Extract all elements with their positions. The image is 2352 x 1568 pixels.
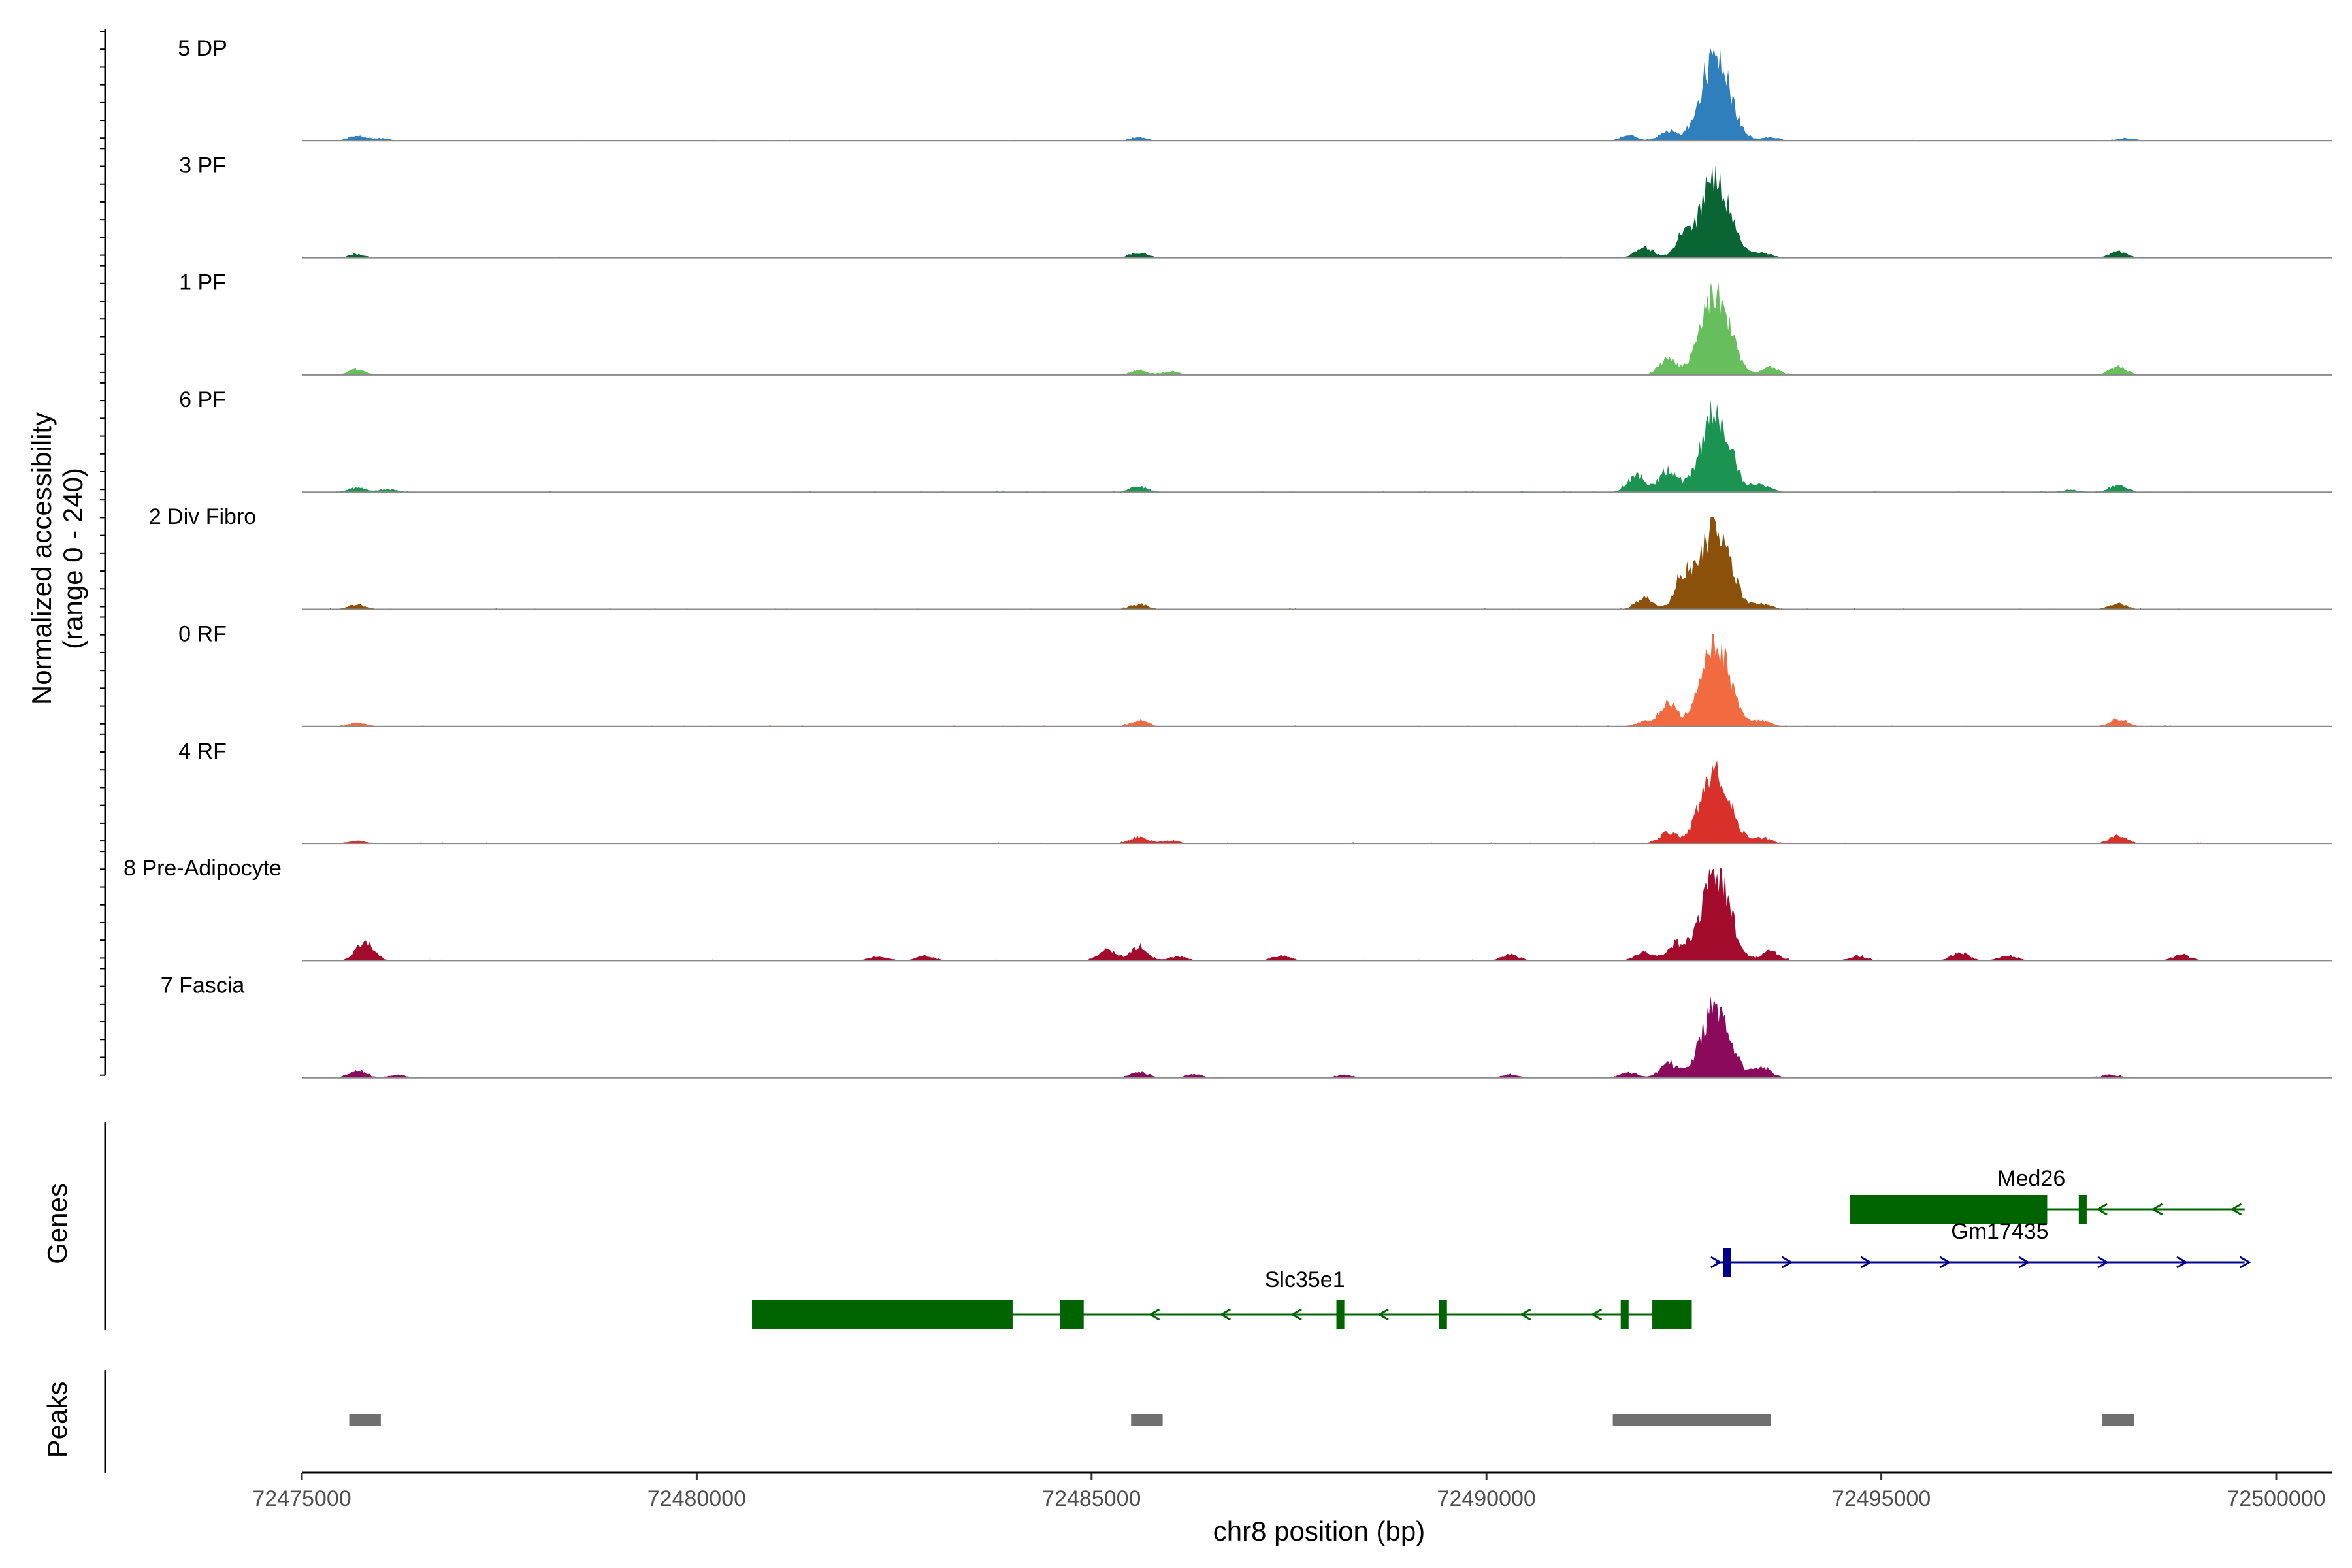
- gene-exon: [1060, 1300, 1084, 1329]
- gene-exon: [752, 1300, 1013, 1329]
- gene-label: Slc35e1: [1265, 1267, 1345, 1292]
- track-label: 5 DP: [178, 36, 227, 61]
- gene-exon: [1652, 1300, 1692, 1329]
- strand-arrow: [1219, 1308, 1232, 1321]
- strand-arrow: [2096, 1203, 2108, 1216]
- strand-arrow: [1519, 1308, 1531, 1321]
- left-axis: [100, 29, 106, 1076]
- x-tick-label: 72500000: [2227, 1486, 2325, 1511]
- y-axis-range: (range 0 - 240): [57, 468, 88, 649]
- strand-arrow: [1860, 1256, 1872, 1269]
- coverage-area: [302, 399, 2245, 493]
- track-label: 8 Pre-Adipocyte: [123, 856, 282, 881]
- strand-arrow: [1710, 1256, 1722, 1269]
- peak-region: [2102, 1414, 2134, 1426]
- coverage-area: [302, 517, 2245, 610]
- coverage-area: [302, 868, 2245, 961]
- peaks-panel: [104, 1370, 2134, 1473]
- gene-exon: [1336, 1300, 1345, 1329]
- coverage-area: [302, 996, 2245, 1078]
- track-6-pf: 6 PF: [179, 387, 2332, 493]
- strand-arrow: [1290, 1308, 1302, 1321]
- track-label: 2 Div Fibro: [149, 504, 256, 529]
- x-tick-label: 72475000: [252, 1486, 351, 1511]
- gene-gm17435: Gm17435: [1710, 1219, 2251, 1277]
- track-4-rf: 4 RF: [178, 739, 2332, 845]
- peaks-title: Peaks: [42, 1382, 73, 1458]
- x-tick-label: 72490000: [1437, 1486, 1536, 1511]
- coverage-tracks: 5 DP 3 PF 1 PF 6 PF 2 Div Fibro 0 RF 4 RF 8 Pre…: [123, 36, 2332, 1079]
- strand-arrow: [1939, 1256, 1952, 1269]
- track-label: 3 PF: [179, 153, 226, 178]
- strand-arrow: [2176, 1256, 2188, 1269]
- track-label: 7 Fascia: [161, 973, 245, 998]
- strand-arrow: [1781, 1256, 1793, 1269]
- gene-label: Med26: [1997, 1166, 2065, 1191]
- coverage-area: [302, 634, 2245, 727]
- strand-arrow: [1148, 1308, 1160, 1321]
- gene-exon: [1620, 1300, 1629, 1329]
- gene-slc35e1: Slc35e1: [752, 1267, 1692, 1329]
- gene-med26: Med26: [1850, 1166, 2245, 1224]
- gene-exon: [2078, 1195, 2087, 1224]
- y-axis-title: Normalized accessibility: [26, 412, 57, 705]
- track-5-dp: 5 DP: [178, 36, 2332, 142]
- track-label: 0 RF: [178, 622, 227, 647]
- coverage-area: [302, 282, 2245, 375]
- track-0-rf: 0 RF: [178, 622, 2332, 727]
- x-tick-label: 72485000: [1042, 1486, 1141, 1511]
- x-tick-label: 72495000: [1832, 1486, 1931, 1511]
- x-tick-label: 72480000: [647, 1486, 746, 1511]
- strand-arrow: [2230, 1203, 2242, 1216]
- strand-arrow: [1377, 1308, 1389, 1321]
- track-7-fascia: 7 Fascia: [161, 973, 2332, 1079]
- peak-region: [349, 1414, 381, 1426]
- track-label: 1 PF: [179, 270, 226, 295]
- gene-exon: [1439, 1300, 1447, 1329]
- strand-arrow: [1590, 1308, 1603, 1321]
- x-axis: 72475000 72480000 72485000 72490000 72495000…: [252, 1471, 2332, 1511]
- gene-exon: [1723, 1248, 1731, 1277]
- track-label: 4 RF: [178, 739, 227, 764]
- x-axis-title: chr8 position (bp): [1213, 1516, 1426, 1546]
- peak-region: [1131, 1414, 1163, 1426]
- strand-arrow: [2018, 1256, 2031, 1269]
- genes-panel: Slc35e1 Med26 Gm17435: [104, 1122, 2251, 1330]
- coverage-area: [302, 165, 2245, 258]
- coverage-area: [302, 48, 2245, 141]
- peak-region: [1612, 1414, 1771, 1426]
- strand-arrow: [2239, 1256, 2251, 1269]
- track-1-pf: 1 PF: [179, 270, 2332, 376]
- track-2-div-fibro: 2 Div Fibro: [149, 504, 2332, 610]
- track-3-pf: 3 PF: [179, 153, 2332, 259]
- track-8-pre-adipocyte: 8 Pre-Adipocyte: [123, 856, 2332, 962]
- track-label: 6 PF: [179, 387, 226, 412]
- coverage-area: [302, 760, 2245, 844]
- genes-title: Genes: [42, 1183, 73, 1264]
- gene-exon: [1850, 1195, 2048, 1224]
- strand-arrow: [2097, 1256, 2110, 1269]
- strand-arrow: [2151, 1203, 2163, 1216]
- gene-label: Gm17435: [1951, 1219, 2048, 1244]
